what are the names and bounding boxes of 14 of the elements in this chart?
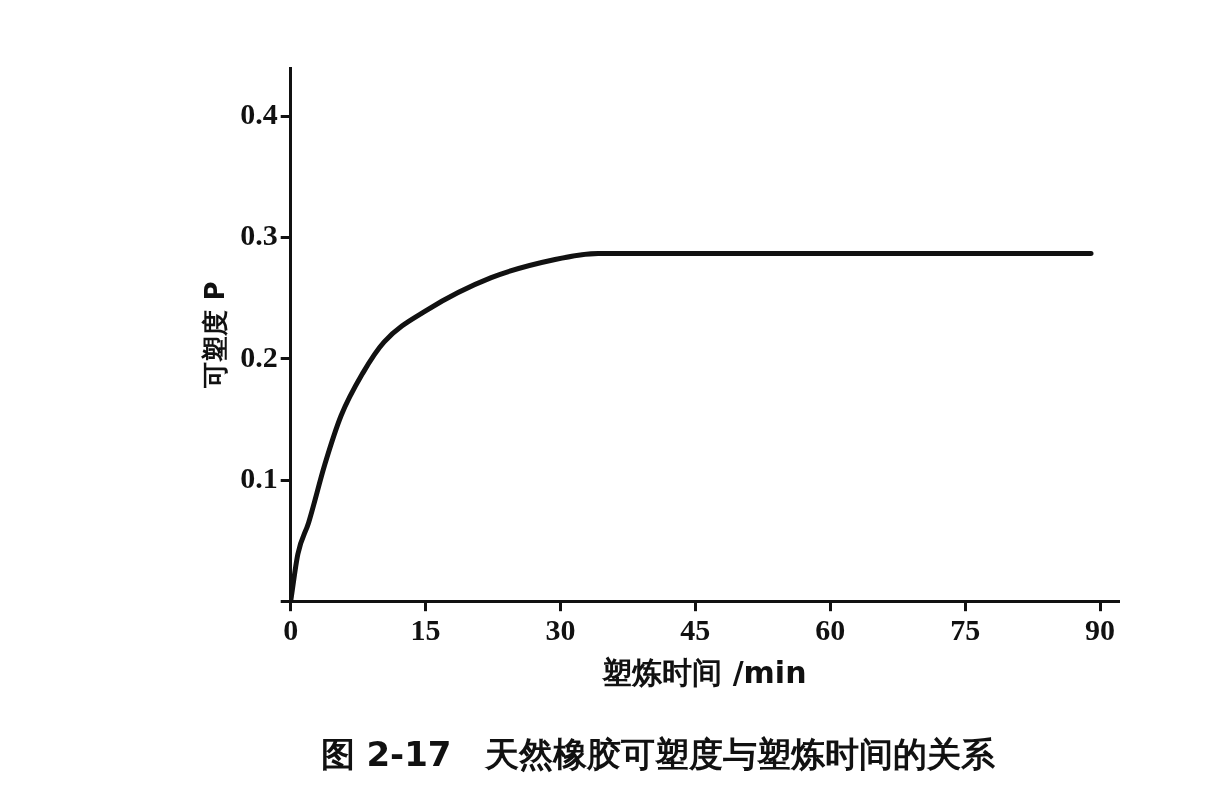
x-tick-label: 60 (815, 612, 846, 646)
x-tick-label: 15 (410, 612, 441, 646)
y-axis-title: 可塑度 P (200, 281, 231, 389)
y-tick-label: 0.4 (240, 97, 278, 131)
y-tick-label: 0.3 (240, 218, 278, 252)
x-tick-label: 30 (545, 612, 576, 646)
y-tick-label: 0.2 (240, 339, 278, 373)
x-tick-label: 45 (680, 612, 711, 646)
text: 图 2-17 天然橡胶可塑度与塑炼时间的关系 (320, 734, 997, 775)
x-tick-label: 75 (950, 612, 981, 646)
x-tick-label: 0 (283, 612, 299, 646)
y-tick-label: 0.1 (240, 460, 278, 494)
x-tick-label: 90 (1085, 612, 1116, 646)
x-axis-title: 塑炼时间 /min (601, 655, 807, 690)
